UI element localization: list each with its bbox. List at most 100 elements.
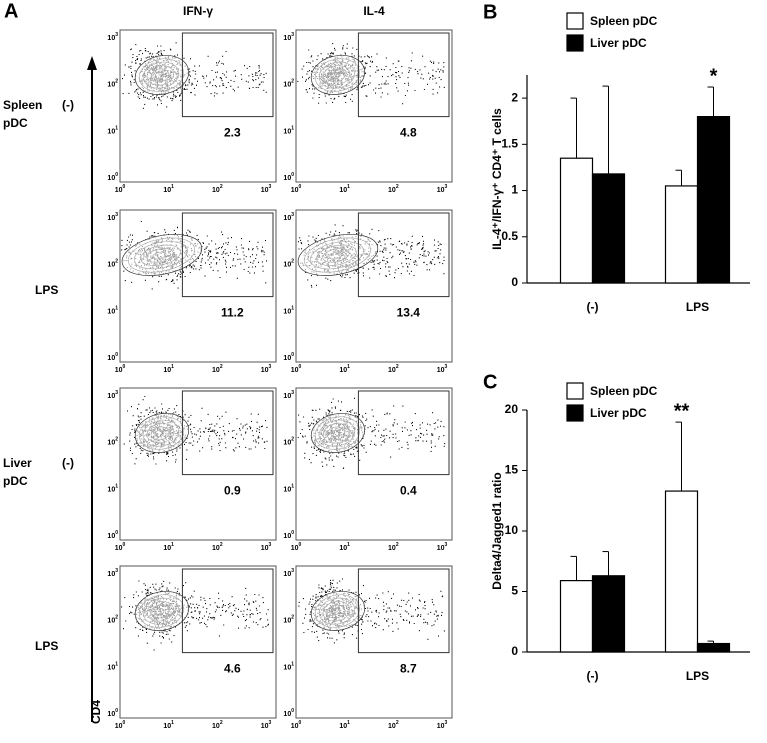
tick-exponent: 1 — [291, 662, 294, 668]
bar — [591, 575, 626, 653]
gate — [357, 568, 450, 654]
tick-base: 10 — [437, 545, 445, 552]
tick-base: 10 — [283, 215, 291, 222]
tick-label: 100 — [283, 172, 294, 182]
tick-base: 10 — [291, 545, 299, 552]
gate — [181, 390, 274, 476]
panel-label: C — [483, 371, 497, 393]
tick-base: 10 — [437, 723, 445, 730]
x-tick-label: LPS — [686, 669, 709, 683]
column-header: IL-4 — [363, 4, 385, 18]
tick-label: 103 — [261, 720, 272, 730]
x-tick-label: (-) — [587, 669, 599, 683]
tick-exponent: 3 — [445, 720, 448, 726]
tick-base: 10 — [283, 533, 291, 540]
tick-base: 10 — [107, 215, 115, 222]
panel-label: B — [483, 1, 497, 23]
tick-base: 10 — [291, 723, 299, 730]
tick-base: 10 — [283, 262, 291, 269]
gate-percentage: 0.9 — [224, 484, 241, 498]
tick-exponent: 1 — [171, 720, 174, 726]
tick-exponent: 1 — [115, 126, 118, 132]
gate-percentage: 4.8 — [400, 126, 417, 140]
y-tick-label: 0.5 — [501, 229, 518, 243]
tick-label: 100 — [291, 184, 302, 194]
tick-base: 10 — [212, 545, 220, 552]
tick-base: 10 — [107, 355, 115, 362]
x-tick-label: LPS — [686, 300, 709, 314]
tick-base: 10 — [163, 367, 171, 374]
tick-exponent: 0 — [291, 708, 294, 714]
tick-exponent: 3 — [115, 32, 118, 38]
plot-frame — [295, 29, 453, 183]
tick-exponent: 0 — [299, 184, 302, 190]
tick-label: 103 — [437, 184, 448, 194]
plot-frame — [119, 29, 277, 183]
tick-label: 101 — [283, 484, 294, 494]
contour — [297, 234, 379, 276]
tick-exponent: 1 — [291, 484, 294, 490]
significance-mark: ** — [674, 400, 690, 422]
tick-exponent: 3 — [291, 212, 294, 218]
tick-base: 10 — [339, 367, 347, 374]
tick-label: 101 — [339, 720, 350, 730]
tick-exponent: 3 — [269, 720, 272, 726]
tick-exponent: 3 — [445, 542, 448, 548]
legend-label: Spleen pDC — [590, 384, 658, 398]
tick-exponent: 1 — [347, 720, 350, 726]
gate — [357, 390, 450, 476]
tick-label: 100 — [291, 364, 302, 374]
column-header: IFN-γ — [183, 4, 213, 18]
plot-frame — [119, 565, 277, 719]
tick-base: 10 — [107, 440, 115, 447]
tick-exponent: 3 — [291, 390, 294, 396]
tick-label: 100 — [107, 172, 118, 182]
contour — [310, 55, 365, 95]
tick-label: 101 — [107, 662, 118, 672]
tick-label: 102 — [212, 184, 223, 194]
tick-base: 10 — [388, 187, 396, 194]
tick-label: 101 — [107, 126, 118, 136]
tick-label: 103 — [107, 212, 118, 222]
tick-base: 10 — [388, 367, 396, 374]
plot-frame — [295, 565, 453, 719]
tick-label: 102 — [107, 615, 118, 625]
tick-exponent: 0 — [123, 542, 126, 548]
tick-exponent: 3 — [445, 184, 448, 190]
tick-label: 101 — [283, 126, 294, 136]
tick-label: 101 — [163, 184, 174, 194]
legend-swatch — [566, 382, 584, 400]
row-condition-label: (-) — [62, 456, 74, 470]
tick-label: 101 — [163, 720, 174, 730]
legend-label: Spleen pDC — [590, 14, 658, 28]
plot-frame — [119, 209, 277, 363]
tick-base: 10 — [107, 175, 115, 182]
tick-label: 102 — [388, 184, 399, 194]
tick-base: 10 — [291, 187, 299, 194]
y-axis-label: Delta4/Jagged1 ratio — [490, 472, 504, 589]
bar — [696, 642, 731, 653]
tick-exponent: 1 — [115, 306, 118, 312]
bar — [559, 157, 594, 284]
tick-label: 102 — [107, 259, 118, 269]
tick-exponent: 0 — [299, 542, 302, 548]
tick-label: 100 — [283, 530, 294, 540]
row-group-label: pDC — [3, 116, 28, 130]
tick-label: 100 — [115, 184, 126, 194]
y-tick-label: 5 — [511, 584, 518, 598]
contour — [310, 413, 365, 453]
bar — [664, 185, 699, 284]
tick-base: 10 — [107, 533, 115, 540]
tick-label: 103 — [107, 32, 118, 42]
y-axis-label: IL-4⁺/IFN-γ⁺ CD4⁺ T cells — [490, 108, 504, 250]
tick-label: 100 — [115, 720, 126, 730]
tick-label: 102 — [107, 79, 118, 89]
tick-base: 10 — [388, 723, 396, 730]
tick-exponent: 0 — [123, 184, 126, 190]
bar — [559, 580, 594, 653]
tick-exponent: 0 — [123, 720, 126, 726]
row-group-label: Liver — [3, 456, 32, 470]
tick-label: 102 — [283, 615, 294, 625]
tick-base: 10 — [283, 355, 291, 362]
